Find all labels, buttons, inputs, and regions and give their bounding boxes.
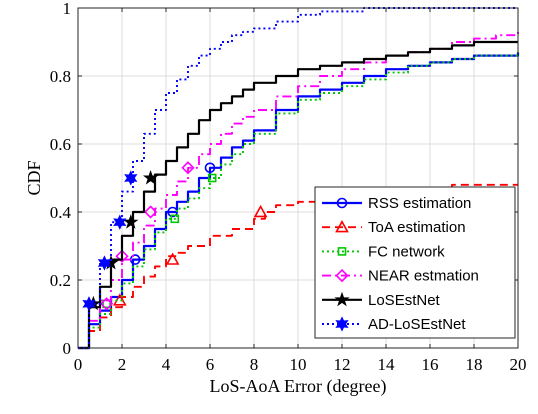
legend: RSS estimation ToA estimation FC network NE… [314,186,516,339]
legend-label-ad-losestnet: AD-LoSEstNet [368,316,466,333]
y-tick-label: 0 [63,339,72,358]
series-marker-toa-estimation [253,204,268,218]
x-tick-label: 20 [510,355,527,374]
series-ad-losestnet [78,7,518,349]
series-marker-ad-losestnet [113,214,127,230]
legend-label-fc-network: FC network [368,243,445,260]
x-tick-label: 14 [378,355,396,374]
series-marker-ad-losestnet [82,296,96,312]
series-marker-losestnet [123,214,139,229]
y-tick-label: 0.4 [50,203,72,222]
series-line-losestnet [78,40,518,350]
series-marker-fc-network [170,214,180,224]
x-tick-label: 0 [74,355,83,374]
series-marker-fc-network [207,173,217,183]
legend-label-rss-estimation: RSS estimation [368,195,471,212]
legend-marker-rss-estimation [336,197,348,209]
series-line-ad-losestnet [78,7,518,349]
x-tick-label: 4 [162,355,171,374]
series-marker-losestnet [142,169,159,185]
legend-marker-toa-estimation [335,220,349,233]
axis-ticks: 0 2 4 6 8 10 12 14 16 18 20 0 0.2 0.4 0.6 0.8 1 [50,0,527,374]
series-marker-rss-estimation [204,162,216,174]
series-marker-near-estmation [143,205,158,219]
legend-marker-fc-network [337,247,347,256]
legend-marker-ad-losestnet [335,316,349,332]
x-tick-label: 8 [250,355,259,374]
series-marker-ad-losestnet [97,255,112,271]
x-tick-label: 18 [466,355,483,374]
x-tick-label: 12 [334,355,351,374]
series-fc-network [78,52,519,349]
series-marker-near-estmation [99,297,114,311]
legend-box [314,186,516,339]
x-tick-label: 2 [118,355,127,374]
y-axis-label: CDF [24,160,44,195]
y-tick-label: 0.2 [50,271,71,290]
x-tick-label: 10 [290,355,307,374]
x-axis-label: LoS-AoA Error (degree) [210,376,387,397]
series-marker-toa-estimation [165,252,180,265]
legend-label-losestnet: LoSEstNet [368,292,441,309]
y-tick-label: 1 [63,0,72,18]
x-tick-label: 6 [206,355,215,374]
x-tick-label: 16 [422,355,439,374]
y-tick-label: 0.6 [50,135,71,154]
series-line-fc-network [78,52,519,349]
series-marker-near-estmation [115,249,129,263]
series-marker-near-estmation [181,161,195,175]
legend-marker-losestnet [334,291,350,307]
legend-marker-near-estmation [335,268,349,283]
y-tick-label: 0.8 [50,67,71,86]
series-marker-ad-losestnet [124,170,138,186]
legend-label-toa-estimation: ToA estimation [368,219,466,236]
legend-label-near-estmation: NEAR estmation [368,268,479,285]
